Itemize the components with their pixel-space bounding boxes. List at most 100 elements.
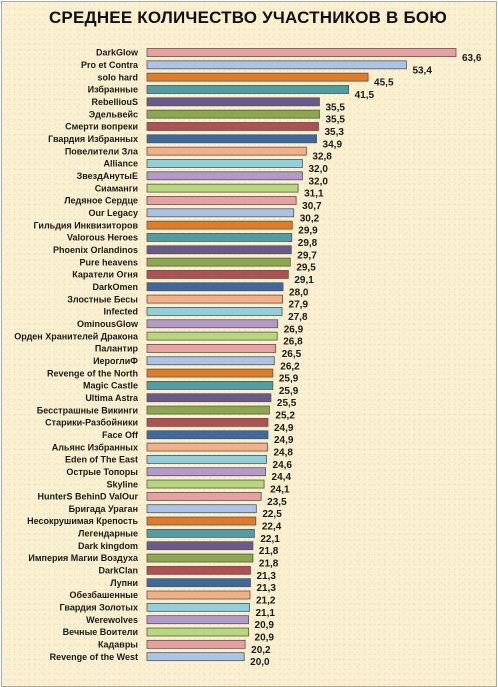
bar: [146, 122, 319, 131]
value-label: 26,8: [283, 337, 303, 348]
value-label: 25,5: [277, 398, 297, 409]
value-label: 21,8: [259, 559, 279, 570]
bar: [146, 208, 295, 218]
bar: [146, 491, 262, 501]
value-label: 21,8: [259, 546, 279, 557]
bar: [146, 368, 274, 378]
bar: [146, 48, 457, 57]
value-label: 53,4: [412, 65, 432, 76]
bar: [146, 516, 257, 526]
bar: [146, 467, 266, 477]
bar: [146, 294, 283, 304]
value-label: 45,5: [374, 78, 394, 89]
category-label: Повелители Зла: [65, 146, 139, 156]
value-label: 34,9: [323, 139, 343, 150]
category-label: Гвардия Золотых: [60, 603, 138, 613]
value-label: 35,3: [325, 127, 345, 138]
bar: [146, 602, 250, 612]
value-label: 28,0: [289, 287, 309, 298]
value-label: 35,5: [325, 102, 345, 113]
bar: [146, 270, 289, 279]
bar: [146, 331, 278, 341]
category-label: DarkGlow: [96, 48, 139, 58]
category-label: DarkClan: [98, 566, 138, 576]
category-label: HunterS BehinD ValOur: [37, 492, 138, 502]
bar: [146, 60, 407, 70]
category-label: Лупни: [110, 578, 138, 588]
value-label: 41,5: [355, 90, 375, 101]
bar: [146, 183, 299, 193]
value-label: 30,7: [302, 201, 322, 212]
category-label: RebelliouS: [91, 97, 138, 107]
category-label: Werewolves: [86, 615, 138, 625]
category-label: Alliance: [103, 159, 138, 169]
category-label: Infected: [103, 307, 138, 317]
category-label: Ultima Astra: [85, 393, 139, 403]
category-label: solo hard: [97, 72, 138, 82]
category-label: Злостные Бесы: [67, 294, 138, 304]
category-label: Revenge of the West: [50, 652, 138, 662]
bar: [146, 528, 255, 538]
bar: [146, 381, 274, 390]
value-label: 21,3: [256, 583, 276, 594]
category-label: Вечные Воители: [63, 627, 138, 637]
category-label: Гвардия Избранных: [48, 134, 138, 144]
bar: [146, 146, 307, 156]
value-label: 63,6: [462, 53, 482, 64]
value-label: 22,5: [262, 509, 282, 520]
bar: [146, 639, 246, 649]
category-label: Избранные: [88, 85, 138, 95]
value-label: 32,0: [308, 176, 328, 187]
value-label: 24,9: [274, 423, 294, 434]
category-label: Бесстрашные Викинги: [37, 405, 138, 415]
value-label: 30,2: [300, 213, 320, 224]
category-label: Орден Хранителей Дракона: [14, 331, 139, 341]
value-label: 32,8: [312, 152, 332, 163]
bar: [146, 430, 269, 440]
category-label: Pro et Contra: [81, 60, 139, 70]
category-label: Гильдия Инквизиторов: [34, 220, 139, 230]
value-label: 27,9: [289, 300, 309, 311]
value-label: 29,9: [298, 226, 318, 237]
bar: [146, 109, 320, 119]
bar: [146, 220, 293, 230]
category-label: Dark kingdom: [78, 541, 138, 551]
category-label: OminousGlow: [77, 319, 139, 329]
category-label: Несокрушимая Крепость: [27, 516, 138, 526]
bar: [146, 85, 350, 94]
value-label: 20,9: [255, 633, 275, 644]
category-label: Легендарные: [78, 529, 138, 539]
category-label: Эдельвейс: [89, 109, 138, 119]
category-label: Обезбашенные: [70, 590, 138, 600]
bar: [146, 590, 251, 600]
value-label: 22,4: [262, 522, 282, 533]
category-label: Каратели Огня: [72, 270, 138, 280]
bar: [146, 233, 293, 242]
value-label: 26,9: [284, 324, 304, 335]
bar: [146, 257, 291, 267]
value-label: 24,9: [274, 435, 294, 446]
bar: [146, 282, 284, 292]
value-label: 35,5: [325, 115, 345, 126]
value-label: 21,1: [256, 608, 276, 619]
bar: [146, 454, 267, 464]
category-label: Ледяное Сердце: [64, 196, 138, 206]
bar: [146, 417, 269, 427]
value-label: 29,8: [298, 238, 318, 249]
bar: [146, 245, 292, 255]
category-label: DarkOmen: [92, 282, 138, 292]
bar: [146, 553, 254, 563]
category-label: Альянс Избранных: [52, 442, 138, 452]
bar: [146, 171, 303, 181]
category-label: Палантир: [95, 344, 139, 354]
value-label: 26,5: [282, 349, 302, 360]
category-label: Our Legacy: [88, 208, 138, 218]
value-label: 24,8: [273, 448, 293, 459]
category-label: Eden of The East: [65, 455, 138, 465]
value-label: 21,3: [256, 571, 276, 582]
value-label: 27,8: [288, 312, 308, 323]
bar: [146, 479, 265, 489]
chart-title: СРЕДНЕЕ КОЛИЧЕСТВО УЧАСТНИКОВ В БОЮ: [48, 8, 448, 27]
bar: [146, 615, 249, 625]
